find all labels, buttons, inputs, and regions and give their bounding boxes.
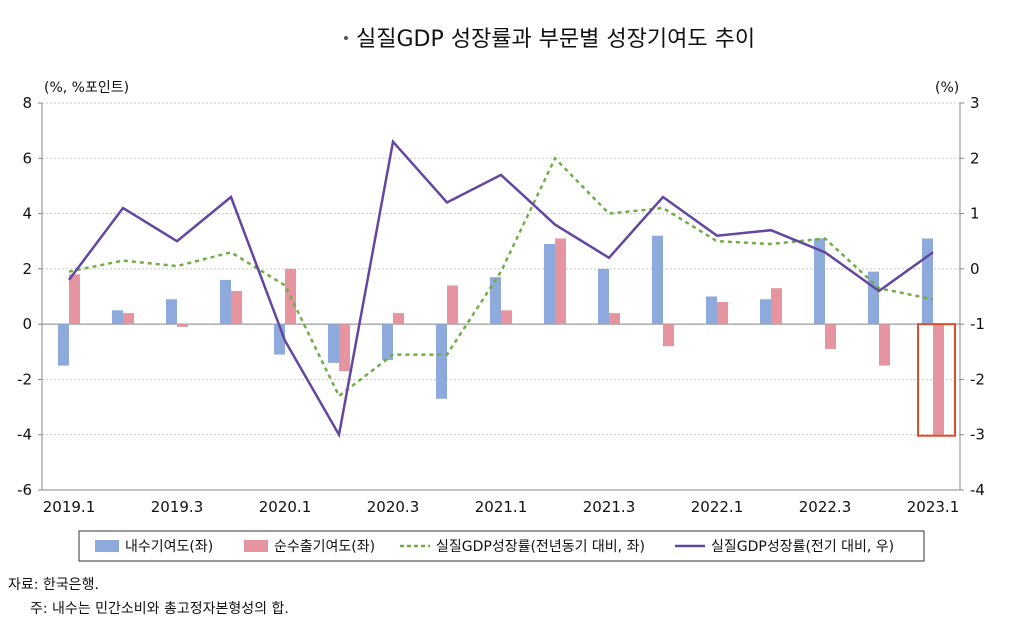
bar-domestic-2020.2 — [328, 324, 339, 363]
right-y-tick: -2 — [970, 370, 985, 388]
left-y-tick-labels: 8 6 4 2 0 -2 -4 -6 — [17, 94, 32, 499]
bar-domestic-2022.2 — [760, 299, 771, 325]
footnote: 주: 내수는 민간소비와 총고정자본형성의 합. — [30, 601, 289, 617]
bar-net-export-2020.3 — [393, 313, 404, 325]
bar-series — [58, 235, 956, 437]
bar-net-export-2019.4 — [231, 290, 242, 325]
x-tick-2022.3: 2022.3 — [799, 498, 852, 516]
bar-net-export-2021.4 — [663, 324, 674, 347]
legend-swatch-1 — [244, 540, 268, 552]
line-series — [68, 138, 934, 439]
x-tick-2020.1: 2020.1 — [259, 498, 312, 516]
left-y-tick: 6 — [22, 149, 32, 167]
left-y-tick: -4 — [17, 426, 32, 444]
bar-domestic-2022.3 — [814, 238, 825, 325]
x-tick-2019.3: 2019.3 — [151, 498, 204, 516]
right-y-tick: 3 — [970, 94, 980, 112]
bar-domestic-2022.4 — [868, 271, 879, 325]
x-tick-2023.1: 2023.1 — [907, 498, 960, 516]
bar-domestic-2021.1 — [490, 277, 501, 325]
right-y-tick: -3 — [970, 426, 985, 444]
x-tick-2022.1: 2022.1 — [691, 498, 744, 516]
legend: 내수기여도(좌) 순수출기여도(좌) 실질GDP성장률(전년동기 대비, 좌) 실질G… — [78, 530, 925, 562]
x-tick-2021.1: 2021.1 — [475, 498, 528, 516]
left-y-tick: 8 — [22, 94, 32, 112]
bar-domestic-2022.1 — [706, 296, 717, 325]
axes — [38, 102, 964, 491]
right-y-tick: -4 — [970, 481, 985, 499]
left-y-tick: -6 — [17, 481, 32, 499]
chart-title: 실질GDP 성장률과 부문별 성장기여도 추이 — [356, 27, 755, 52]
left-y-tick: 2 — [22, 260, 32, 278]
bar-domestic-2023.1 — [922, 238, 933, 325]
bar-domestic-2021.3 — [598, 268, 609, 325]
highlight-box — [917, 323, 956, 437]
line-gdp-qoq — [68, 138, 934, 439]
bar-net-export-2022.3 — [825, 324, 836, 350]
line-gdp-yoy — [68, 156, 934, 398]
legend-label-2: 실질GDP성장률(전년동기 대비, 좌) — [436, 539, 645, 555]
bar-net-export-2020.4 — [447, 285, 458, 325]
bar-domestic-2019.1 — [58, 324, 69, 366]
legend-box — [78, 530, 925, 562]
right-y-tick-labels: 3 2 1 0 -1 -2 -3 -4 — [970, 94, 985, 499]
x-tick-2019.1: 2019.1 — [43, 498, 96, 516]
bar-net-export-2022.4 — [879, 324, 890, 366]
bar-net-export-2021.3 — [609, 313, 620, 325]
right-y-tick: 1 — [970, 205, 980, 223]
bar-net-export-2022.2 — [771, 288, 782, 325]
right-y-tick: 2 — [970, 149, 980, 167]
bar-net-export-2021.1 — [501, 310, 512, 325]
bar-domestic-2020.4 — [436, 324, 447, 399]
right-axis-unit: (%) — [935, 80, 959, 96]
bar-domestic-2021.2 — [544, 243, 555, 325]
chart-title-group: 실질GDP 성장률과 부문별 성장기여도 추이 — [344, 27, 755, 52]
source-note: 자료: 한국은행. — [8, 577, 99, 593]
x-tick-2021.3: 2021.3 — [583, 498, 636, 516]
gdp-contribution-chart: 실질GDP 성장률과 부문별 성장기여도 추이 (%, %포인트) (%) 8 6… — [17, 27, 985, 562]
bar-net-export-2019.2 — [123, 313, 134, 325]
right-y-tick: 0 — [970, 260, 980, 278]
bar-domestic-2020.1 — [274, 324, 285, 355]
right-y-tick: -1 — [970, 315, 985, 333]
bar-net-export-2020.2 — [339, 324, 350, 372]
legend-swatch-0 — [95, 540, 119, 552]
x-tick-2020.3: 2020.3 — [367, 498, 420, 516]
bar-net-export-2021.2 — [555, 238, 566, 325]
left-axis-unit: (%, %포인트) — [44, 80, 129, 96]
left-y-tick: -2 — [17, 370, 32, 388]
bar-net-export-2022.1 — [717, 302, 728, 325]
bar-domestic-2019.4 — [220, 279, 231, 325]
left-y-tick: 4 — [22, 205, 32, 223]
bar-domestic-2019.3 — [166, 299, 177, 325]
bar-domestic-2021.4 — [652, 235, 663, 325]
title-bullet — [344, 36, 348, 40]
left-y-tick: 0 — [22, 315, 32, 333]
legend-label-3: 실질GDP성장률(전기 대비, 우) — [711, 539, 894, 555]
x-tick-labels: 2019.1 2019.3 2020.1 2020.3 2021.1 2021.3 2022… — [43, 498, 960, 516]
bar-domestic-2020.3 — [382, 324, 393, 361]
legend-label-0: 내수기여도(좌) — [125, 539, 213, 555]
legend-label-1: 순수출기여도(좌) — [274, 539, 375, 555]
bar-net-export-2023.1 — [933, 324, 944, 435]
bar-net-export-2019.3 — [177, 324, 188, 327]
bar-net-export-2019.1 — [69, 274, 80, 325]
bar-domestic-2019.2 — [112, 310, 123, 325]
